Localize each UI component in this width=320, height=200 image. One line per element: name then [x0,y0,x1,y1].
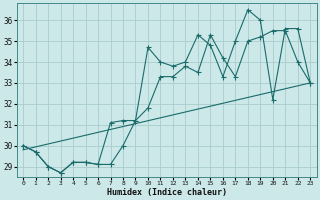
X-axis label: Humidex (Indice chaleur): Humidex (Indice chaleur) [107,188,227,197]
